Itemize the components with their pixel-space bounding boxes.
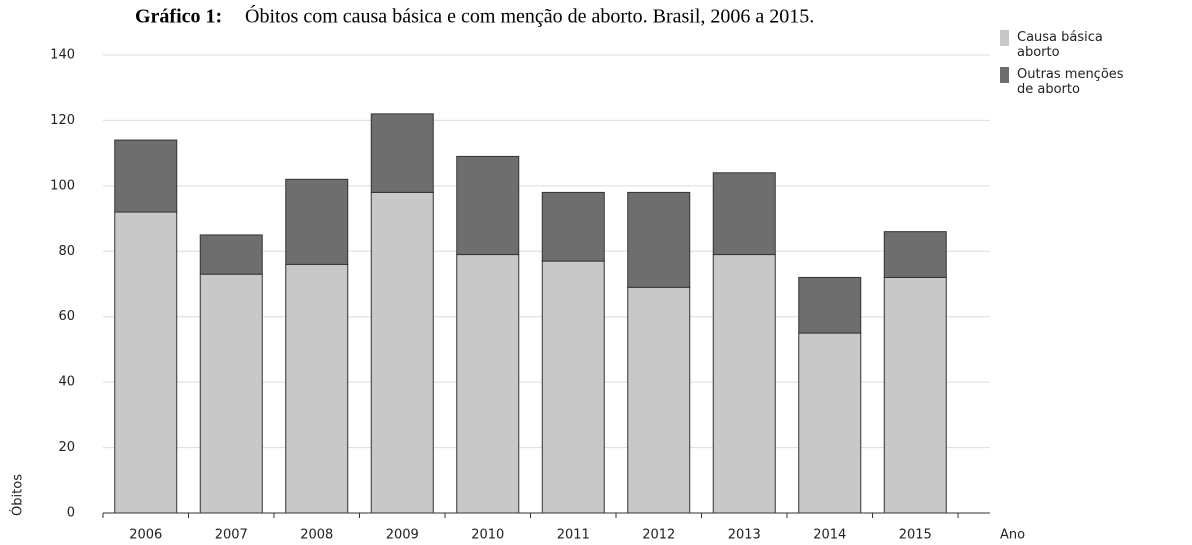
bar-segment <box>370 191 434 514</box>
x-tick-label: 2008 <box>300 528 333 543</box>
bar-segment <box>456 254 520 514</box>
bar-segment <box>712 254 776 514</box>
x-tick-label: 2015 <box>899 528 932 543</box>
y-tick-label: 40 <box>58 375 75 390</box>
y-axis-label: Óbitos <box>10 474 26 516</box>
y-tick-label: 20 <box>58 440 75 455</box>
chart-title-label: Gráfico 1: <box>135 6 222 28</box>
legend-item: Outras menções de aborto <box>1000 67 1130 97</box>
y-tick-label: 60 <box>58 309 75 324</box>
x-tick-label: 2011 <box>557 528 590 543</box>
bar-segment <box>883 276 947 514</box>
bar-segment <box>541 260 605 514</box>
y-tick-label: 100 <box>50 178 75 193</box>
legend-label: Causa básica aborto <box>1017 30 1103 60</box>
x-tick-label: 2012 <box>642 528 675 543</box>
legend-label: Outras menções de aborto <box>1017 67 1124 97</box>
y-tick-label: 0 <box>67 506 75 521</box>
x-tick-label: 2014 <box>813 528 846 543</box>
bar-segment <box>199 273 263 514</box>
bar-segment <box>798 276 862 334</box>
y-tick-label: 140 <box>50 48 75 63</box>
bar-segment <box>199 234 263 275</box>
bar-segment <box>541 191 605 262</box>
bar-segment <box>627 286 691 514</box>
x-tick-label: 2006 <box>129 528 162 543</box>
bar-segment <box>285 263 349 514</box>
x-tick-label: 2007 <box>215 528 248 543</box>
x-tick-label: 2013 <box>728 528 761 543</box>
bar-segment <box>712 172 776 256</box>
x-tick-label: 2009 <box>386 528 419 543</box>
bar-segment <box>114 211 178 514</box>
legend-item: Causa básica aborto <box>1000 30 1130 60</box>
bar-segment <box>883 231 947 278</box>
x-axis-label: Ano <box>1000 528 1025 543</box>
bar-segment <box>798 332 862 514</box>
legend-swatch <box>1000 67 1009 83</box>
bar-segment <box>285 178 349 265</box>
x-tick-label: 2010 <box>471 528 504 543</box>
bar-segment <box>456 155 520 256</box>
y-tick-label: 80 <box>58 244 75 259</box>
chart-title: Óbitos com causa básica e com menção de … <box>245 4 814 28</box>
legend-swatch <box>1000 30 1009 46</box>
bar-segment <box>114 139 178 213</box>
bar-segment <box>627 191 691 288</box>
y-tick-label: 120 <box>50 113 75 128</box>
bar-segment <box>370 113 434 193</box>
